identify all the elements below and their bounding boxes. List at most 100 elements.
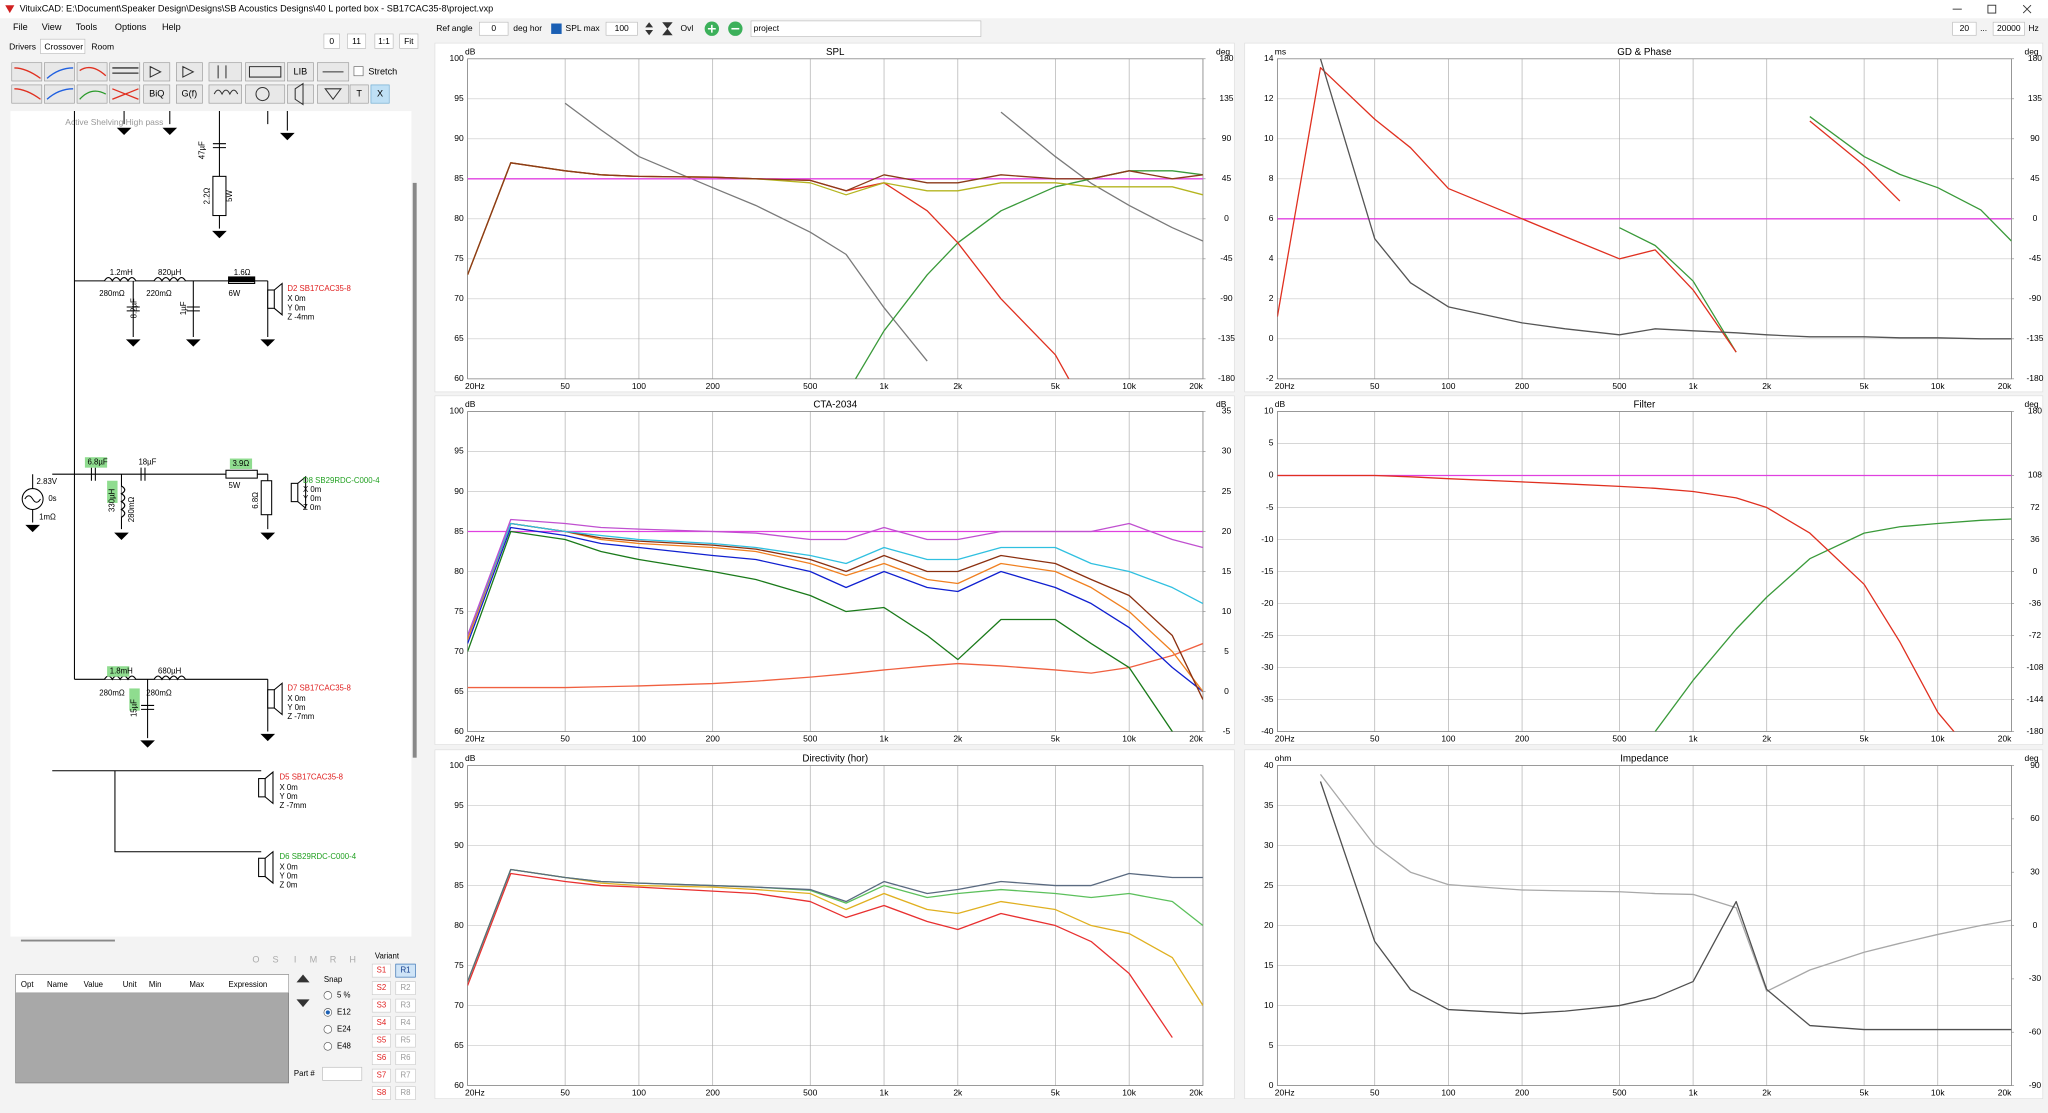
variant-button[interactable] (371, 1033, 391, 1048)
radio[interactable] (323, 1042, 333, 1051)
schematic-label: Z 0m (303, 503, 321, 512)
checkbox[interactable] (551, 23, 562, 34)
tool-button[interactable] (76, 62, 108, 82)
tool-button[interactable] (176, 84, 203, 104)
y2-tick-label: 0 (1224, 686, 1229, 696)
tool-button[interactable] (208, 84, 242, 104)
tool-button[interactable] (11, 84, 43, 104)
spinner[interactable] (645, 22, 673, 36)
tool-button[interactable] (44, 62, 75, 82)
angle-input[interactable] (479, 21, 509, 36)
tool-button[interactable] (109, 62, 141, 82)
schematic-label: D6 SB29RDC-C000-4 (280, 852, 357, 861)
y2-tick-label: 15 (1222, 566, 1232, 576)
y-tick-label: -10 (1261, 534, 1274, 544)
tool-button[interactable] (245, 62, 286, 82)
label: ... (1980, 23, 1987, 33)
y2-tick-label: -60 (2029, 1026, 2042, 1036)
x-tick-label: 5k (1051, 734, 1061, 744)
x-tick-label: 20k (1998, 1088, 2012, 1098)
schematic-label: 2.2Ω (203, 187, 212, 204)
y-tick-label: -15 (1261, 566, 1274, 576)
schematic-label: 280mΩ (146, 689, 172, 698)
maximize-button[interactable] (1987, 4, 1997, 14)
y2-tick-label: 20 (1222, 526, 1232, 536)
variant-s: S5 (377, 1036, 387, 1045)
y2-tick-label: 90 (2030, 760, 2040, 770)
tool-button[interactable] (370, 84, 390, 104)
radio[interactable] (323, 1025, 333, 1034)
tool-button[interactable] (143, 84, 171, 104)
label: SPL max (566, 23, 601, 33)
capacitor (90, 467, 96, 481)
series-line (467, 868, 1203, 982)
fmax-input[interactable] (1992, 21, 2025, 36)
chart-panel[interactable] (1244, 395, 2044, 745)
checkbox[interactable] (353, 66, 364, 77)
variant-button[interactable] (371, 1068, 391, 1083)
variant-button[interactable] (371, 981, 391, 995)
spl-input[interactable] (605, 21, 638, 36)
fmin-input[interactable] (1952, 21, 1977, 36)
tool-button[interactable] (287, 84, 314, 104)
variant-r: R2 (401, 983, 411, 992)
arrow-button[interactable] (296, 999, 310, 1008)
variant-button[interactable] (395, 1051, 416, 1065)
chart-panel[interactable] (434, 749, 1235, 1099)
tool-button[interactable] (287, 62, 314, 82)
zoom-button[interactable] (374, 33, 394, 49)
schematic-label: X 0m (280, 783, 298, 792)
button-label: LIB (294, 66, 308, 76)
variant-button[interactable] (371, 998, 391, 1013)
tool-button[interactable] (349, 84, 369, 104)
chart-panel[interactable] (434, 42, 1235, 393)
arrow-button[interactable] (296, 974, 310, 983)
variant-button[interactable] (371, 1051, 391, 1065)
x-tick-label: 200 (706, 1088, 720, 1098)
variant-button[interactable] (395, 963, 416, 978)
schematic-area[interactable] (10, 111, 412, 937)
tool-button[interactable] (176, 62, 203, 82)
highlight (84, 457, 108, 468)
radio[interactable] (323, 991, 333, 1000)
variant-button[interactable] (371, 1086, 391, 1101)
y-tick-label: 95 (454, 93, 464, 103)
variant-button[interactable] (395, 981, 416, 995)
variant-button[interactable] (395, 1068, 416, 1083)
tool-button[interactable] (245, 84, 286, 104)
variant-button[interactable] (395, 1033, 416, 1048)
variant-button[interactable] (371, 963, 391, 978)
chart-panel[interactable] (434, 395, 1235, 745)
driver (267, 689, 275, 709)
tool-button[interactable] (44, 84, 75, 104)
x-tick-label: 20Hz (1275, 1088, 1295, 1098)
project-input[interactable] (750, 20, 982, 37)
schematic-label: 47µF (198, 141, 207, 159)
variant-button[interactable] (395, 998, 416, 1013)
chart-panel[interactable] (1244, 42, 2044, 393)
zoom-button[interactable] (347, 33, 367, 49)
schematic-label: 1mΩ (39, 512, 56, 521)
zoom-button[interactable] (323, 33, 340, 49)
y-tick-label: 0 (1269, 1080, 1274, 1090)
tool-button[interactable] (143, 62, 171, 82)
y2-tick-label: -90 (1220, 293, 1233, 303)
schematic-label: Z -7mm (280, 801, 307, 810)
chart-panel[interactable] (1244, 749, 2044, 1099)
zoom-label: 1:1 (378, 36, 390, 46)
inductor (153, 675, 186, 681)
y-tick-label: 95 (454, 446, 464, 456)
scrollbar[interactable] (412, 182, 417, 758)
y2-tick-label: 180 (1219, 53, 1233, 63)
variant-button[interactable] (395, 1016, 416, 1030)
variant-button[interactable] (371, 1016, 391, 1030)
tool-button[interactable] (76, 84, 108, 104)
close-button[interactable] (2022, 4, 2032, 14)
tool-button[interactable] (11, 62, 43, 82)
zoom-button[interactable] (399, 33, 419, 49)
tool-button[interactable] (317, 84, 350, 104)
tool-button[interactable] (208, 62, 242, 82)
part-input[interactable] (322, 1066, 363, 1081)
y-tick-label: 60 (454, 373, 464, 383)
variant-button[interactable] (395, 1086, 416, 1101)
